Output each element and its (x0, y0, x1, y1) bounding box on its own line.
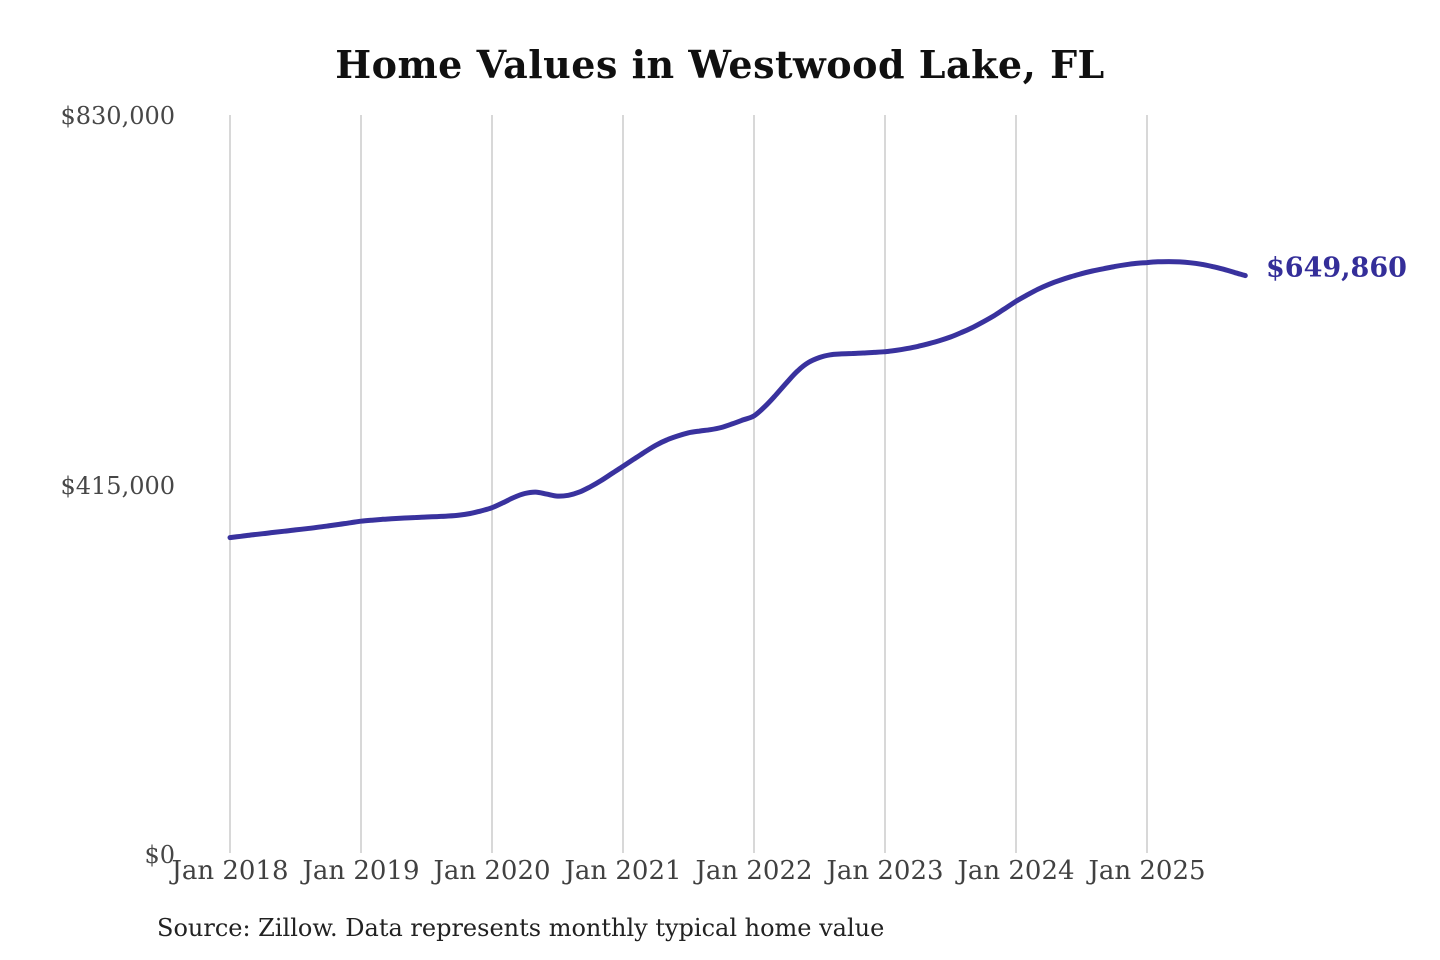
latest-value-label: $649,860 (1266, 252, 1407, 284)
x-axis-label-jan-2023: Jan 2023 (826, 856, 944, 886)
x-axis-label-jan-2020: Jan 2020 (433, 856, 551, 886)
y-axis-label-415000: $415,000 (60, 472, 175, 500)
y-axis-label-830000: $830,000 (60, 102, 175, 130)
x-axis-label-jan-2019: Jan 2019 (302, 856, 420, 886)
y-axis-label-0: $0 (144, 841, 175, 869)
x-axis-label-jan-2018: Jan 2018 (171, 856, 289, 886)
x-axis-label-jan-2025: Jan 2025 (1088, 856, 1206, 886)
chart-title: Home Values in Westwood Lake, FL (335, 42, 1105, 87)
home-value-line (227, 259, 1248, 541)
x-axis-label-jan-2021: Jan 2021 (564, 856, 682, 886)
x-axis-label-jan-2022: Jan 2022 (695, 856, 813, 886)
source-note: Source: Zillow. Data represents monthly … (157, 914, 885, 942)
x-axis-label-jan-2024: Jan 2024 (957, 856, 1075, 886)
